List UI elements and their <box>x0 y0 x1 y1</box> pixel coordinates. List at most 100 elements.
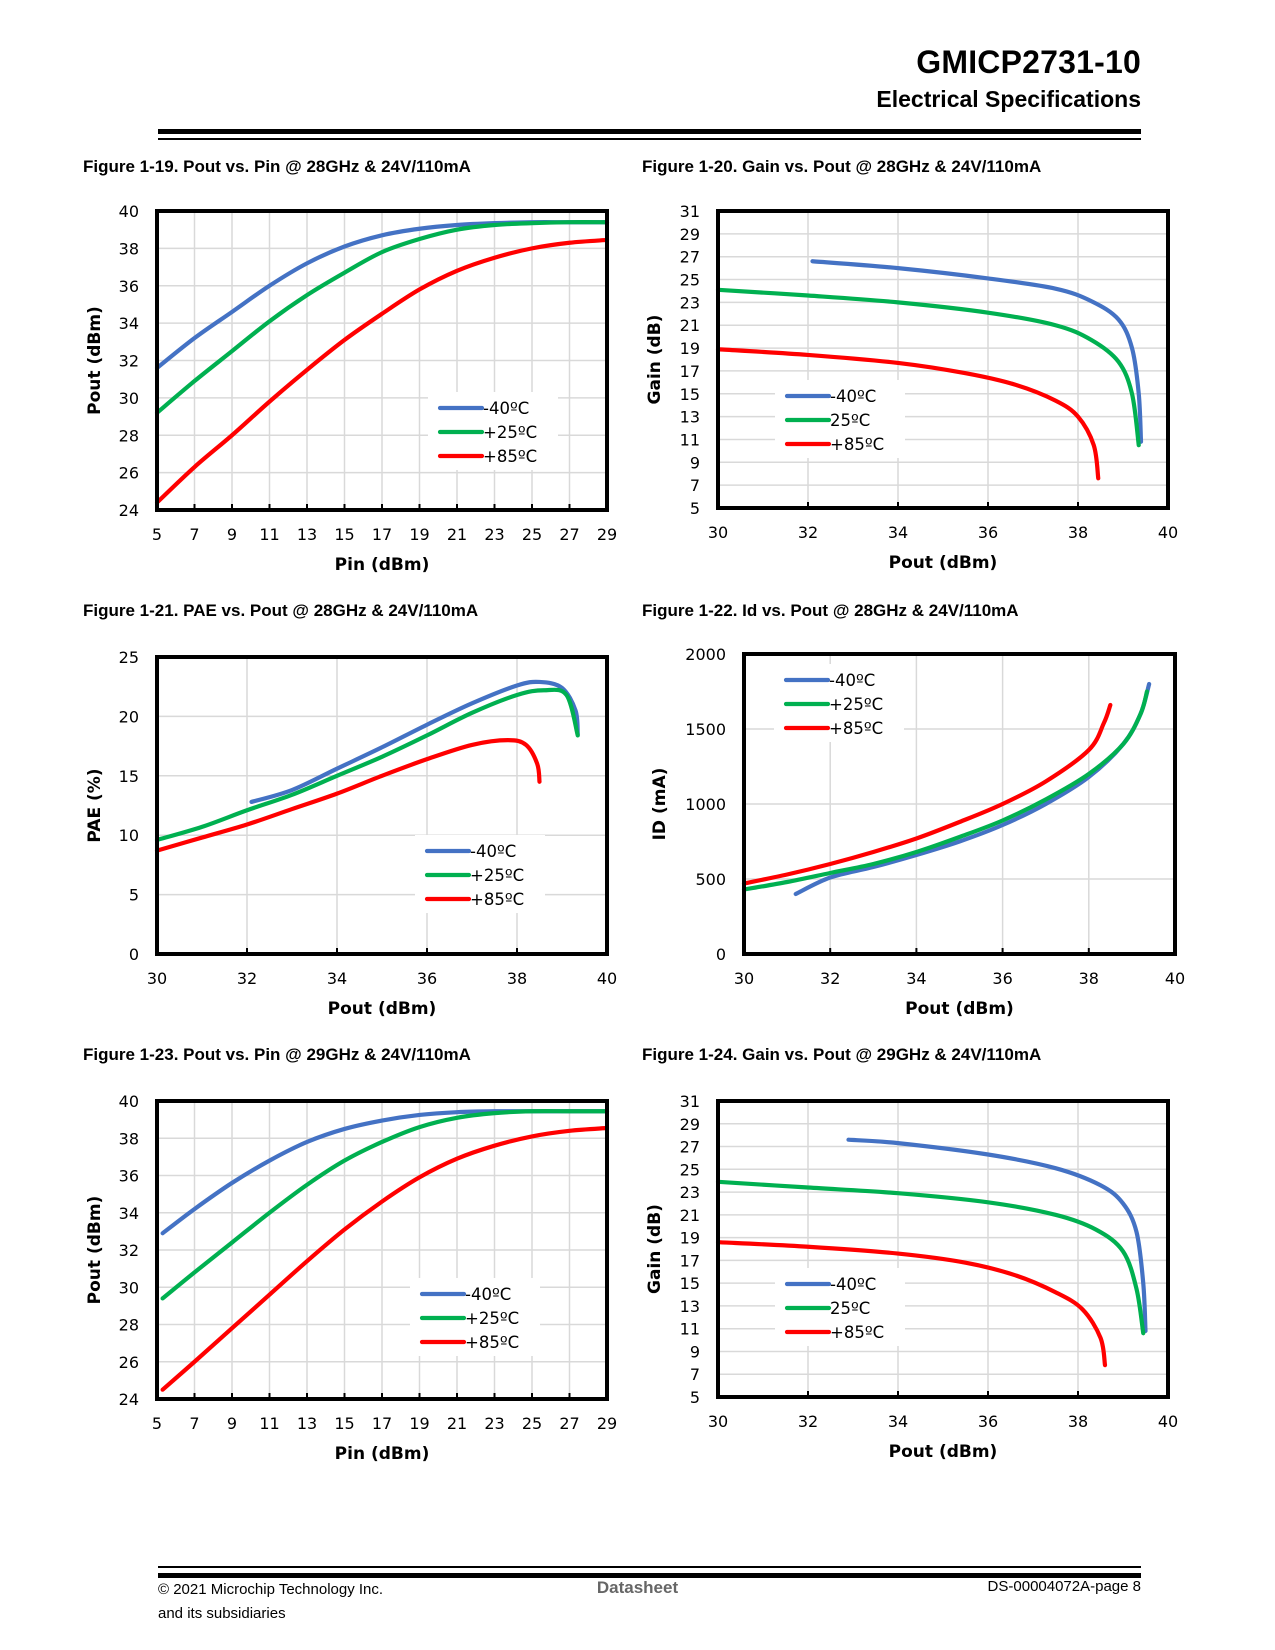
y-tick-label: 23 <box>680 293 700 312</box>
y-tick-label: 15 <box>119 767 139 786</box>
y-tick-label: 26 <box>119 1353 139 1372</box>
y-tick-label: 13 <box>680 1297 700 1316</box>
series-line-1 <box>715 1179 1146 1336</box>
x-tick-label: 40 <box>597 969 617 988</box>
y-tick-label: 40 <box>119 202 139 221</box>
y-tick-label: 13 <box>680 408 700 427</box>
y-tick-label: 30 <box>119 1278 139 1297</box>
x-axis-label: Pout (dBm) <box>328 999 437 1019</box>
y-tick-label: 15 <box>680 1274 700 1293</box>
x-tick-label: 30 <box>147 969 167 988</box>
y-tick-label: 29 <box>680 225 700 244</box>
x-tick-label: 38 <box>1068 523 1088 542</box>
x-tick-label: 11 <box>259 1414 279 1433</box>
y-tick-label: 9 <box>690 453 700 472</box>
plot-frame <box>716 1099 1170 1399</box>
x-tick-label: 38 <box>1068 1412 1088 1431</box>
x-tick-label: 29 <box>597 1414 617 1433</box>
legend-label: +25ºC <box>483 423 537 442</box>
y-axis-label: Pout (dBm) <box>85 306 105 415</box>
legend-label: -40ºC <box>470 842 516 861</box>
legend-label: +25ºC <box>470 866 524 885</box>
y-tick-label: 36 <box>119 277 139 296</box>
y-tick-label: 19 <box>680 1229 700 1248</box>
chart-fig-1-21: -40ºC +25ºC +85ºC 30 32 34 36 38 40 0 5 10 15 20 25 Pou… <box>85 648 617 1019</box>
plot-frame <box>155 655 609 956</box>
x-tick-label: 38 <box>1079 969 1099 988</box>
footer-doc-type: Datasheet <box>596 1578 679 1597</box>
x-axis-label: Pout (dBm) <box>889 1442 998 1462</box>
y-tick-label: 1500 <box>685 720 726 739</box>
x-tick-label: 32 <box>237 969 257 988</box>
x-tick-label: 11 <box>259 525 279 544</box>
legend-label: +85ºC <box>470 890 524 909</box>
x-tick-label: 9 <box>227 525 237 544</box>
series-line-2 <box>741 702 1113 886</box>
series-line-1 <box>154 687 580 843</box>
x-tick-label: 15 <box>334 1414 354 1433</box>
x-tick-label: 19 <box>409 525 429 544</box>
series-line-2 <box>715 347 1101 481</box>
x-axis-label: Pout (dBm) <box>905 999 1014 1019</box>
chart-fig-1-24: -40ºC 25ºC +85ºC 30 32 34 36 38 40 5 7 9 11 13 15 17 19 2… <box>645 1092 1178 1462</box>
x-tick-label: 17 <box>372 525 392 544</box>
footer-copyright: © 2021 Microchip Technology Inc. <box>158 1581 384 1598</box>
chart-fig-1-22: -40ºC +25ºC +85ºC 30 32 34 36 38 40 0 500 1000 1500 2… <box>650 645 1185 1019</box>
y-tick-label: 11 <box>680 1320 700 1339</box>
x-tick-label: 23 <box>484 525 504 544</box>
x-axis-label: Pin (dBm) <box>335 1444 430 1464</box>
x-tick-label: 29 <box>597 525 617 544</box>
x-tick-label: 27 <box>559 1414 579 1433</box>
y-tick-label: 38 <box>119 239 139 258</box>
figure-caption: Figure 1-24. Gain vs. Pout @ 29GHz & 24V… <box>642 1045 1042 1064</box>
x-tick-label: 25 <box>522 525 542 544</box>
plot-frame <box>716 209 1170 510</box>
x-tick-label: 5 <box>152 1414 162 1433</box>
y-tick-label: 31 <box>680 1092 700 1111</box>
footer-page-number: DS-00004072A-page 8 <box>987 1578 1141 1595</box>
y-tick-label: 27 <box>680 248 700 267</box>
x-axis-label: Pout (dBm) <box>889 553 998 573</box>
x-tick-label: 30 <box>708 523 728 542</box>
legend-label: +85ºC <box>830 435 884 454</box>
footer-rule-thick <box>158 1573 1141 1578</box>
footer-rule-thin <box>158 1566 1141 1568</box>
x-tick-label: 34 <box>888 523 908 542</box>
y-axis-label: Gain (dB) <box>645 315 665 405</box>
y-tick-label: 29 <box>680 1115 700 1134</box>
y-tick-label: 7 <box>690 1365 700 1384</box>
x-tick-label: 40 <box>1158 1412 1178 1431</box>
x-tick-label: 7 <box>189 525 199 544</box>
y-tick-label: 23 <box>680 1183 700 1202</box>
y-tick-label: 40 <box>119 1092 139 1111</box>
x-tick-label: 21 <box>447 1414 467 1433</box>
y-tick-label: 5 <box>690 499 700 518</box>
x-tick-label: 5 <box>152 525 162 544</box>
x-tick-label: 38 <box>507 969 527 988</box>
series-line-0 <box>846 1137 1148 1334</box>
x-tick-label: 36 <box>978 523 998 542</box>
x-tick-label: 27 <box>559 525 579 544</box>
y-tick-label: 25 <box>680 271 700 290</box>
doc-subtitle: Electrical Specifications <box>876 86 1141 112</box>
y-tick-label: 20 <box>119 707 139 726</box>
x-tick-label: 34 <box>888 1412 908 1431</box>
y-tick-label: 0 <box>716 945 726 964</box>
legend-label: -40ºC <box>829 671 875 690</box>
chart-fig-1-20: -40ºC 25ºC +85ºC 30 32 34 36 38 40 5 7 9 11 13 15 17 19 2… <box>645 202 1178 573</box>
y-tick-label: 5 <box>129 886 139 905</box>
x-tick-label: 13 <box>297 525 317 544</box>
y-axis-label: Pout (dBm) <box>85 1196 105 1305</box>
figure-caption: Figure 1-23. Pout vs. Pin @ 29GHz & 24V/… <box>83 1045 471 1064</box>
y-tick-label: 26 <box>119 464 139 483</box>
chart-fig-1-23: -40ºC +25ºC +85ºC 5 7 9 11 13 15 17 19 21 23 25 27 29 24… <box>85 1092 617 1464</box>
figure-caption: Figure 1-20. Gain vs. Pout @ 28GHz & 24V… <box>642 157 1042 176</box>
y-axis-label: PAE (%) <box>85 768 105 842</box>
legend-label: -40ºC <box>830 387 876 406</box>
x-tick-label: 30 <box>734 969 754 988</box>
y-tick-label: 10 <box>119 826 139 845</box>
y-tick-label: 24 <box>119 501 139 520</box>
figure-caption: Figure 1-19. Pout vs. Pin @ 28GHz & 24V/… <box>83 157 471 176</box>
y-tick-label: 500 <box>695 870 726 889</box>
x-tick-label: 32 <box>798 523 818 542</box>
